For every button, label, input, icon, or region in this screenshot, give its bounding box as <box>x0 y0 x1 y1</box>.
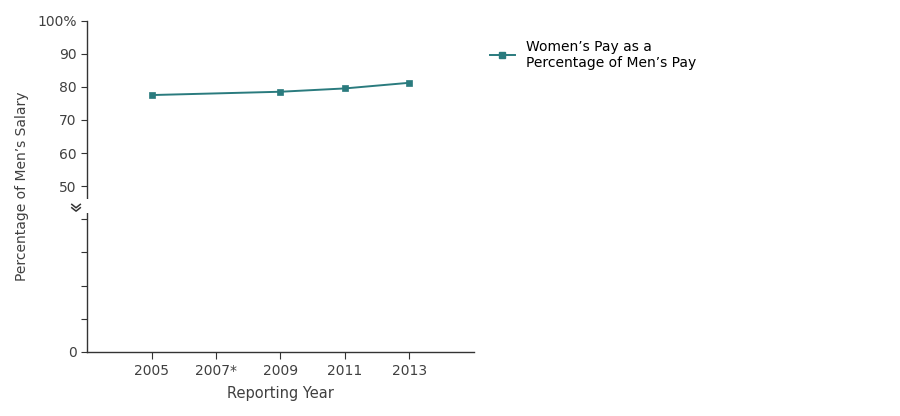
Legend: Women’s Pay as a
Percentage of Men’s Pay: Women’s Pay as a Percentage of Men’s Pay <box>484 34 702 75</box>
X-axis label: Reporting Year: Reporting Year <box>227 386 334 401</box>
Bar <box>66 199 89 213</box>
Y-axis label: Percentage of Men’s Salary: Percentage of Men’s Salary <box>15 92 29 281</box>
